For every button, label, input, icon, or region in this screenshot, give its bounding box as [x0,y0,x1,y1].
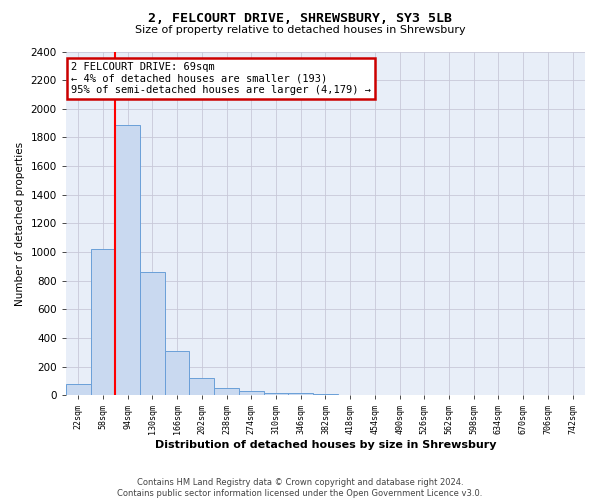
Bar [190,378,214,396]
Bar [214,388,239,396]
Text: Contains HM Land Registry data © Crown copyright and database right 2024.
Contai: Contains HM Land Registry data © Crown c… [118,478,482,498]
Bar [66,384,91,396]
Bar [91,250,115,396]
Bar [239,391,263,396]
Bar [313,394,338,396]
Y-axis label: Number of detached properties: Number of detached properties [15,142,25,306]
Bar [165,351,190,396]
X-axis label: Distribution of detached houses by size in Shrewsbury: Distribution of detached houses by size … [155,440,496,450]
Bar [289,394,313,396]
Text: 2, FELCOURT DRIVE, SHREWSBURY, SY3 5LB: 2, FELCOURT DRIVE, SHREWSBURY, SY3 5LB [148,12,452,26]
Text: Size of property relative to detached houses in Shrewsbury: Size of property relative to detached ho… [134,25,466,35]
Text: 2 FELCOURT DRIVE: 69sqm
← 4% of detached houses are smaller (193)
95% of semi-de: 2 FELCOURT DRIVE: 69sqm ← 4% of detached… [71,62,371,95]
Bar [140,272,165,396]
Bar [115,124,140,396]
Bar [263,392,289,396]
